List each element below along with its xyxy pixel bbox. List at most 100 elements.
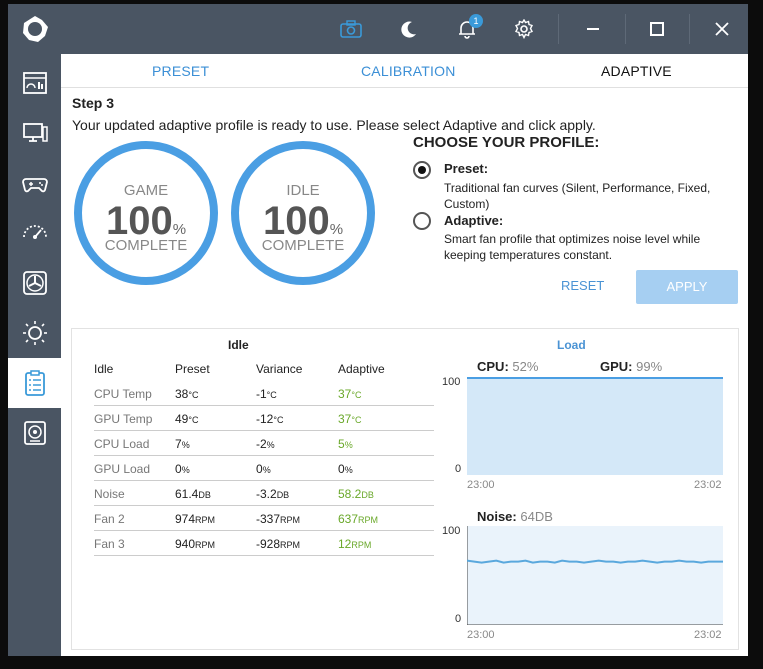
ring-status: COMPLETE [104, 237, 188, 254]
x-tick-label: 23:02 [694, 629, 722, 641]
preset-value: 49°C [175, 412, 198, 426]
notification-badge: 1 [469, 14, 483, 28]
adaptive-value: 637RPM [338, 512, 378, 526]
value-unit: DB [361, 490, 374, 500]
value-unit: RPM [280, 540, 301, 550]
results-panel: Idle Load Idle Preset Variance Adaptive … [71, 328, 739, 650]
metric-name: Fan 2 [94, 512, 125, 526]
apply-button[interactable]: APPLY [636, 270, 738, 304]
table-row: GPU Temp 49°C -12°C 37°C [94, 406, 434, 431]
variance-value: -1°C [256, 387, 277, 401]
sidebar-item-lighting[interactable] [8, 308, 61, 358]
variance-value: -337RPM [256, 512, 300, 526]
minimize-icon [587, 28, 599, 30]
metric-name: GPU Load [94, 462, 151, 476]
main-content: Step 3 Your updated adaptive profile is … [61, 88, 748, 656]
preset-value: 61.4DB [175, 487, 211, 501]
dark-mode-button[interactable] [389, 4, 429, 54]
variance-value: -3.2DB [256, 487, 289, 501]
metric-name: CPU Load [94, 437, 150, 451]
metric-name: GPU Temp [94, 412, 153, 426]
value-number: 49 [175, 412, 189, 426]
sidebar-item-dashboard[interactable] [8, 58, 61, 108]
ring-value: 100% [82, 199, 210, 244]
table-row: GPU Load 0% 0% 0% [94, 456, 434, 481]
noise-label: Noise: 64DB [477, 509, 553, 524]
value-unit: % [266, 440, 275, 450]
value-unit: °C [188, 415, 199, 425]
table-row: CPU Temp 38°C -1°C 37°C [94, 381, 434, 406]
gpu-load-label: GPU: 99% [600, 359, 662, 374]
load-title[interactable]: Load [557, 338, 586, 352]
ring-label: IDLE [286, 182, 320, 199]
adaptive-option-title: Adaptive: [444, 213, 504, 228]
tab-preset[interactable]: PRESET [152, 63, 210, 79]
preset-value: 940RPM [175, 537, 215, 551]
reset-button[interactable]: RESET [561, 278, 605, 293]
cpu-label-text: CPU: [477, 359, 509, 374]
minimize-button[interactable] [573, 4, 613, 54]
value-number: 12 [338, 537, 352, 551]
variance-value: -12°C [256, 412, 283, 426]
y-tick-label: 0 [455, 463, 462, 475]
x-tick-label: 23:00 [467, 629, 495, 641]
sidebar-item-adaptive-profile[interactable] [8, 358, 61, 408]
settings-button[interactable] [504, 4, 544, 54]
value-number: 0 [175, 462, 182, 476]
sidebar-item-monitor[interactable] [8, 108, 61, 158]
idle-progress-ring: IDLE 100% COMPLETE [231, 141, 375, 285]
value-number: -337 [256, 512, 281, 526]
maximize-button[interactable] [637, 4, 677, 54]
preset-radio[interactable] [413, 161, 431, 179]
dashboard-icon [22, 72, 47, 94]
ring-value: 100% [239, 199, 367, 244]
value-unit: RPM [195, 515, 216, 525]
value-unit: °C [351, 415, 362, 425]
title-bar-divider [689, 14, 690, 44]
moon-icon [401, 21, 416, 38]
sidebar-item-performance[interactable] [8, 208, 61, 258]
value-unit: °C [351, 390, 362, 400]
screenshot-button[interactable] [331, 4, 371, 54]
value-number: -12 [256, 412, 274, 426]
metric-name: Fan 3 [94, 537, 125, 551]
step-title: Step 3 [72, 95, 115, 111]
value-unit: °C [188, 390, 199, 400]
table-row: Fan 3 940RPM -928RPM 12RPM [94, 531, 434, 556]
value-unit: °C [273, 415, 284, 425]
step-subtitle: Your updated adaptive profile is ready t… [72, 117, 596, 133]
x-tick-label: 23:00 [467, 479, 495, 491]
sidebar-item-gaming[interactable] [8, 158, 61, 208]
tab-calibration[interactable]: CALIBRATION [361, 63, 456, 79]
notifications-button[interactable]: 1 [447, 4, 487, 54]
speedometer-icon [22, 225, 47, 239]
title-bar-divider [558, 14, 559, 44]
value-unit: RPM [358, 515, 379, 525]
adaptive-radio[interactable] [413, 212, 431, 230]
idle-table: Idle Preset Variance Adaptive CPU Temp 38… [94, 356, 434, 556]
preset-value: 38°C [175, 387, 198, 401]
sidebar-item-fan[interactable] [8, 258, 61, 308]
close-button[interactable] [702, 4, 742, 54]
cpu-load-label: CPU: 52% [477, 359, 538, 374]
close-icon [715, 22, 729, 36]
value-number: 5 [338, 437, 345, 451]
noise-value: 64DB [520, 509, 553, 524]
sidebar-item-audio[interactable] [8, 408, 61, 458]
value-number: 38 [175, 387, 189, 401]
variance-value: -928RPM [256, 537, 300, 551]
value-unit: RPM [351, 540, 372, 550]
value-number: 7 [175, 437, 182, 451]
adaptive-option-description: Smart fan profile that optimizes noise l… [444, 232, 701, 262]
column-header: Preset [175, 362, 210, 376]
camera-icon [340, 20, 362, 38]
series-line-noise [467, 559, 723, 564]
tab-adaptive[interactable]: ADAPTIVE [601, 63, 672, 79]
value-unit: % [181, 465, 190, 475]
fan-icon [22, 271, 47, 295]
title-bar: 1 [61, 4, 748, 54]
gpu-load-value: 99% [636, 359, 663, 374]
value-unit: RPM [195, 540, 216, 550]
app-logo[interactable] [8, 4, 61, 54]
preset-value: 0% [175, 462, 190, 476]
